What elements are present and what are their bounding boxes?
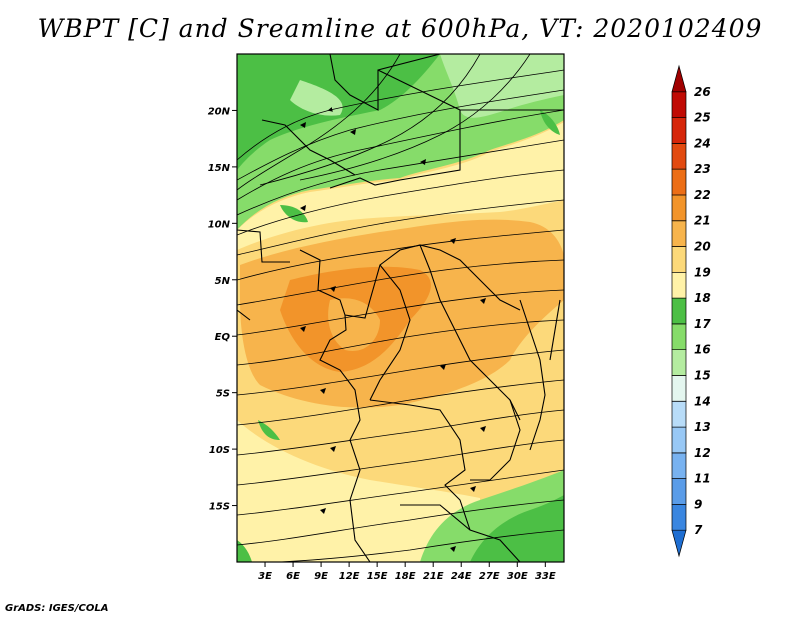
chart-title: WBPT [C] and Sreamline at 600hPa, VT: 20… xyxy=(37,14,763,43)
colorbar-label: 21 xyxy=(694,214,711,228)
colorbar-segment xyxy=(671,117,687,144)
x-tick-label: 6E xyxy=(286,571,300,582)
y-tick-label: 20N xyxy=(208,106,231,117)
colorbar-segment xyxy=(671,504,687,531)
colorbar-segment xyxy=(671,91,687,118)
colorbar-segment xyxy=(671,426,687,454)
colorbar-segment xyxy=(671,349,687,376)
y-tick-label: 10N xyxy=(208,219,231,230)
x-tick-label: 33E xyxy=(535,571,556,582)
colorbar-segment xyxy=(671,194,687,222)
y-tick-label: 10S xyxy=(209,445,230,456)
colorbar-segment xyxy=(671,478,687,505)
colorbar-label: 16 xyxy=(694,343,711,357)
colorbar-segment xyxy=(671,168,687,196)
colorbar-segment xyxy=(671,400,687,428)
colorbar-segment xyxy=(671,529,687,558)
x-tick-label: 30E xyxy=(507,571,528,582)
y-tick-label: EQ xyxy=(215,332,231,343)
x-tick-label: 12E xyxy=(339,571,360,582)
x-tick-label: 21E xyxy=(423,571,444,582)
colorbar-label: 23 xyxy=(694,162,711,176)
map-field xyxy=(237,54,564,562)
colorbar-segment xyxy=(671,246,687,273)
grads-credit: GrADS: IGES/COLA xyxy=(5,603,109,614)
colorbar-label: 15 xyxy=(694,368,711,382)
x-tick-label: 3E xyxy=(258,571,272,582)
colorbar-label: 12 xyxy=(694,446,711,460)
colorbar-segment xyxy=(671,143,687,170)
country-borders xyxy=(237,54,564,562)
x-tick-label: 15E xyxy=(367,571,388,582)
colorbar-label: 9 xyxy=(694,497,702,511)
colorbar-label: 17 xyxy=(694,317,711,331)
colorbar-segment xyxy=(671,271,687,299)
x-tick-label: 18E xyxy=(395,571,416,582)
colorbar-label: 19 xyxy=(694,265,711,279)
colorbar: 7 9 11 12 13 14 15 16 17 18 19 20 21 22 23 24 25 26 xyxy=(671,64,711,558)
colorbar-segment xyxy=(671,297,687,325)
streamline-arrows xyxy=(300,122,486,552)
y-tick-label: 15N xyxy=(208,163,231,174)
colorbar-segment xyxy=(671,64,687,93)
y-tick-label: 5N xyxy=(215,276,231,287)
colorbar-label: 11 xyxy=(694,472,711,486)
colorbar-label: 14 xyxy=(694,394,711,408)
y-tick-label: 15S xyxy=(209,502,230,513)
colorbar-segment xyxy=(671,323,687,351)
colorbar-label: 25 xyxy=(694,111,711,125)
y-axis: 20N 15N 10N 5N EQ 5S 10S 15S xyxy=(208,106,237,513)
colorbar-segment xyxy=(671,220,687,247)
colorbar-label: 26 xyxy=(694,85,711,99)
y-tick-label: 5S xyxy=(216,389,230,400)
colorbar-segment xyxy=(671,452,687,479)
x-tick-label: 9E xyxy=(314,571,328,582)
colorbar-label: 22 xyxy=(694,188,711,202)
colorbar-segment xyxy=(671,375,687,402)
colorbar-label: 13 xyxy=(694,420,711,434)
x-tick-label: 24E xyxy=(451,571,472,582)
colorbar-label: 7 xyxy=(694,523,703,537)
x-tick-label: 27E xyxy=(479,571,500,582)
colorbar-label: 24 xyxy=(694,136,711,150)
colorbar-label: 20 xyxy=(694,240,711,254)
colorbar-label: 18 xyxy=(694,291,711,305)
map-frame xyxy=(236,53,565,563)
x-axis: 3E 6E 9E 12E 15E 18E 21E 24E 27E 30E 33E xyxy=(258,562,556,582)
